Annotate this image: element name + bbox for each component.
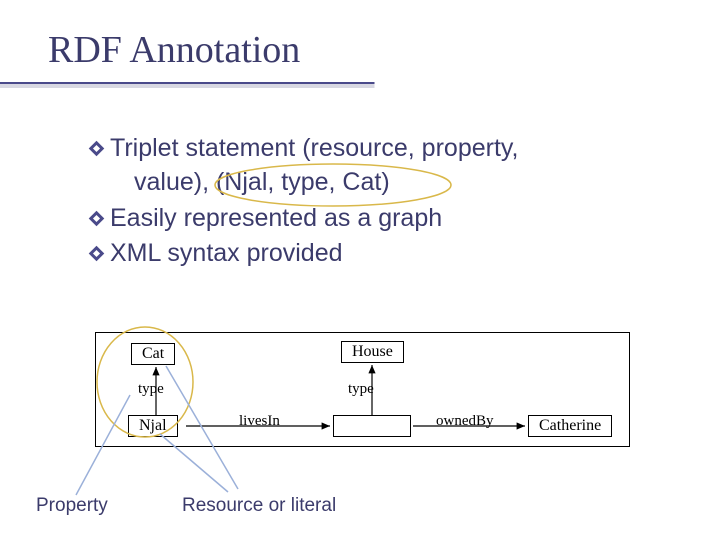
rdf-diagram: Cat Njal House Catherine type type lives… xyxy=(95,332,630,447)
diagram-arrows xyxy=(96,333,631,448)
bullet-list: Triplet statement (resource, property, v… xyxy=(90,132,670,273)
bullet-item: Triplet statement (resource, property, v… xyxy=(90,132,670,200)
bullet-text: XML syntax provided xyxy=(110,237,343,271)
caption-resource: Resource or literal xyxy=(182,495,336,517)
caption-property: Property xyxy=(36,495,108,517)
bullet-text: Easily represented as a graph xyxy=(110,202,442,236)
bullet-item: Easily represented as a graph xyxy=(90,202,670,236)
diamond-icon xyxy=(90,212,104,226)
slide-title: RDF Annotation xyxy=(48,28,300,72)
bullet-item: XML syntax provided xyxy=(90,237,670,271)
diamond-icon xyxy=(90,247,104,261)
title-underline-shadow xyxy=(0,84,720,88)
diamond-icon xyxy=(90,142,104,156)
bullet-text: Triplet statement (resource, property, v… xyxy=(110,132,518,200)
